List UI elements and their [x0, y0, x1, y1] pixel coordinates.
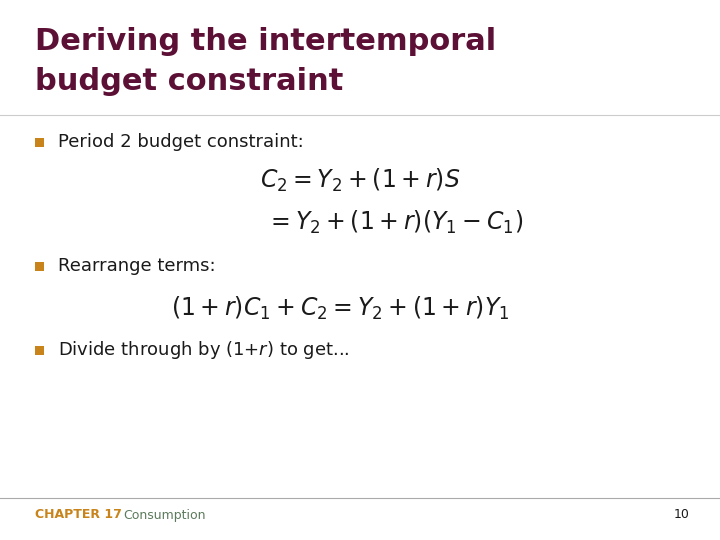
Text: $(1+\mathbf{\mathit{r}})\mathbf{\mathit{C}}_1 + \mathbf{\mathit{C}}_2 = \mathbf{: $(1+\mathbf{\mathit{r}})\mathbf{\mathit{…: [171, 294, 509, 322]
Text: Rearrange terms:: Rearrange terms:: [58, 257, 215, 275]
Text: $= \mathbf{\mathit{Y}}_2 + (1+\mathbf{\mathit{r}})(\mathbf{\mathit{Y}}_1 - \math: $= \mathbf{\mathit{Y}}_2 + (1+\mathbf{\m…: [266, 208, 523, 235]
Text: CHAPTER 17: CHAPTER 17: [35, 509, 122, 522]
Bar: [35, 261, 44, 271]
Text: Period 2 budget constraint:: Period 2 budget constraint:: [58, 133, 304, 151]
Bar: [35, 138, 44, 146]
Text: Deriving the intertemporal: Deriving the intertemporal: [35, 27, 496, 56]
Text: Divide through by (1+$\mathbf{\mathit{r}}$) to get...: Divide through by (1+$\mathbf{\mathit{r}…: [58, 339, 350, 361]
Text: budget constraint: budget constraint: [35, 67, 343, 96]
Text: Consumption: Consumption: [123, 509, 205, 522]
Bar: [35, 346, 44, 354]
Text: $\mathbf{\mathit{C}}_2 = \mathbf{\mathit{Y}}_2 + (1+\mathbf{\mathit{r}})\mathbf{: $\mathbf{\mathit{C}}_2 = \mathbf{\mathit…: [260, 166, 460, 194]
Text: 10: 10: [674, 509, 690, 522]
